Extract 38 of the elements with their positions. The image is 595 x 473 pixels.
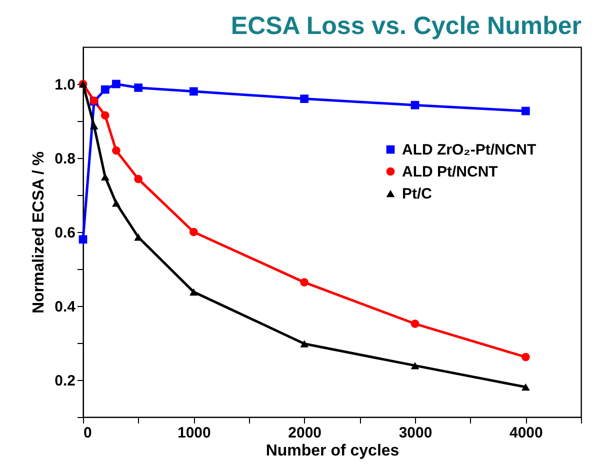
chart-title: ECSA Loss vs. Cycle Number	[230, 12, 582, 40]
legend-label: ALD ZrO₂-Pt/NCNT	[402, 142, 536, 158]
point	[100, 173, 110, 180]
point	[90, 122, 98, 130]
point	[189, 87, 198, 96]
point	[112, 80, 120, 88]
legend-label: ALD Pt/NCNT	[402, 164, 498, 180]
point	[189, 288, 198, 296]
point	[300, 94, 309, 103]
point	[100, 111, 110, 120]
point	[112, 200, 120, 207]
point	[410, 100, 420, 110]
point	[300, 340, 309, 348]
y-tick-label: 0.6	[54, 224, 76, 242]
point	[134, 174, 143, 184]
x-tick-label: 0	[84, 424, 92, 442]
y-tick-label: 1.0	[54, 76, 76, 94]
point	[100, 85, 110, 94]
y-axis-title: Normalized ECSA / %	[30, 151, 48, 314]
point	[410, 362, 420, 370]
x-axis-title: Number of cycles	[266, 442, 400, 460]
point	[521, 383, 530, 391]
point	[189, 228, 198, 236]
point	[521, 106, 530, 116]
x-tick-label: 4000	[509, 424, 543, 442]
y-tick-label: 0.2	[54, 372, 76, 390]
point	[300, 278, 309, 286]
point	[521, 352, 530, 362]
point	[112, 146, 120, 155]
y-tick-label: 0.8	[54, 150, 76, 168]
x-tick-label: 3000	[398, 424, 432, 442]
y-tick-label: 0.4	[54, 298, 76, 316]
legend-label: Pt/C	[402, 186, 432, 202]
point	[410, 320, 420, 328]
point	[78, 235, 88, 244]
x-tick-label: 2000	[288, 424, 322, 442]
x-tick-label: 1000	[177, 424, 211, 442]
point	[134, 84, 143, 92]
